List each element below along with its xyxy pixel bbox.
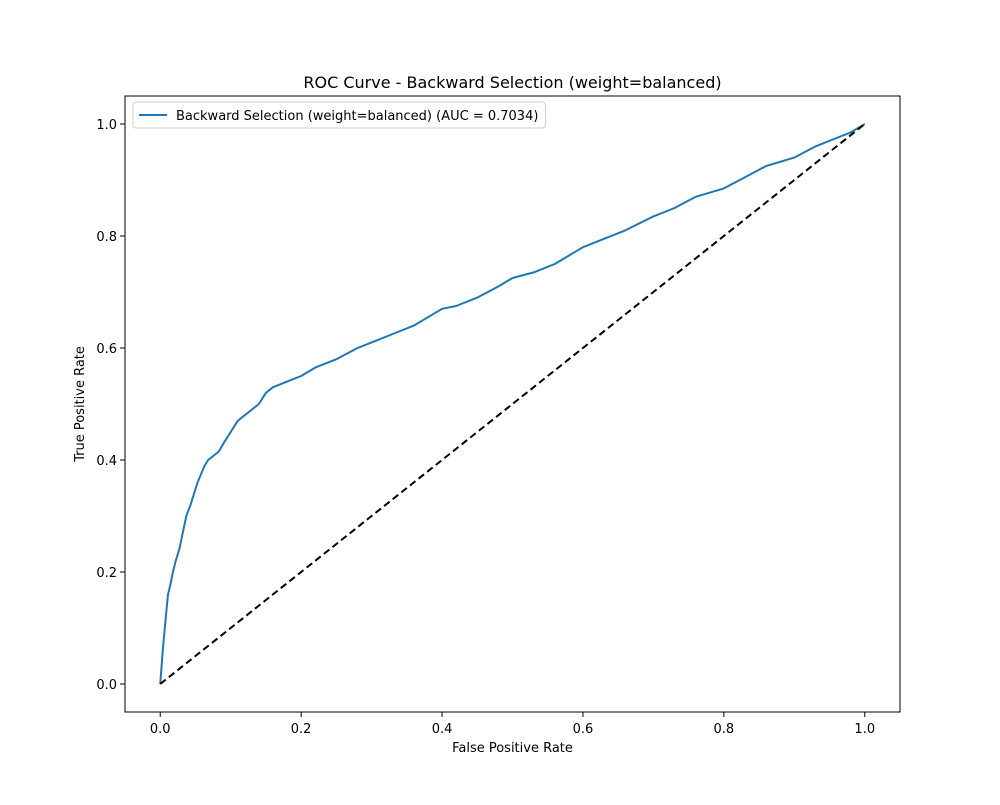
y-tick-label: 1.0 — [96, 118, 117, 133]
y-tick-label: 0.6 — [96, 342, 117, 357]
y-axis-ticks: 0.0 0.2 0.4 0.6 0.8 1.0 — [96, 118, 125, 693]
legend-box — [132, 101, 546, 129]
x-tick-label: 1.0 — [854, 722, 875, 737]
y-tick-label: 0.0 — [96, 678, 117, 693]
plot-frame — [124, 95, 901, 713]
x-tick-label: 0.8 — [714, 722, 735, 737]
plot-lines — [159, 123, 866, 685]
y-axis-label: True Positive Rate — [73, 346, 88, 463]
x-tick-label: 0.6 — [573, 722, 594, 737]
x-axis-label: False Positive Rate — [452, 741, 573, 756]
roc-curve-line — [159, 123, 866, 685]
y-tick-label: 0.8 — [96, 230, 117, 245]
y-tick-label: 0.4 — [96, 454, 117, 469]
legend-label-roc: Backward Selection (weight=balanced) (AU… — [176, 109, 538, 124]
chart-title: ROC Curve - Backward Selection (weight=b… — [303, 73, 721, 92]
chance-diagonal-line — [159, 123, 866, 685]
y-tick-label: 0.2 — [96, 566, 117, 581]
x-axis-ticks: 0.0 0.2 0.4 0.6 0.8 1.0 — [150, 712, 875, 737]
x-tick-label: 0.4 — [432, 722, 453, 737]
x-tick-label: 0.2 — [291, 722, 312, 737]
legend: Backward Selection (weight=balanced) (AU… — [132, 101, 546, 129]
x-tick-label: 0.0 — [150, 722, 171, 737]
